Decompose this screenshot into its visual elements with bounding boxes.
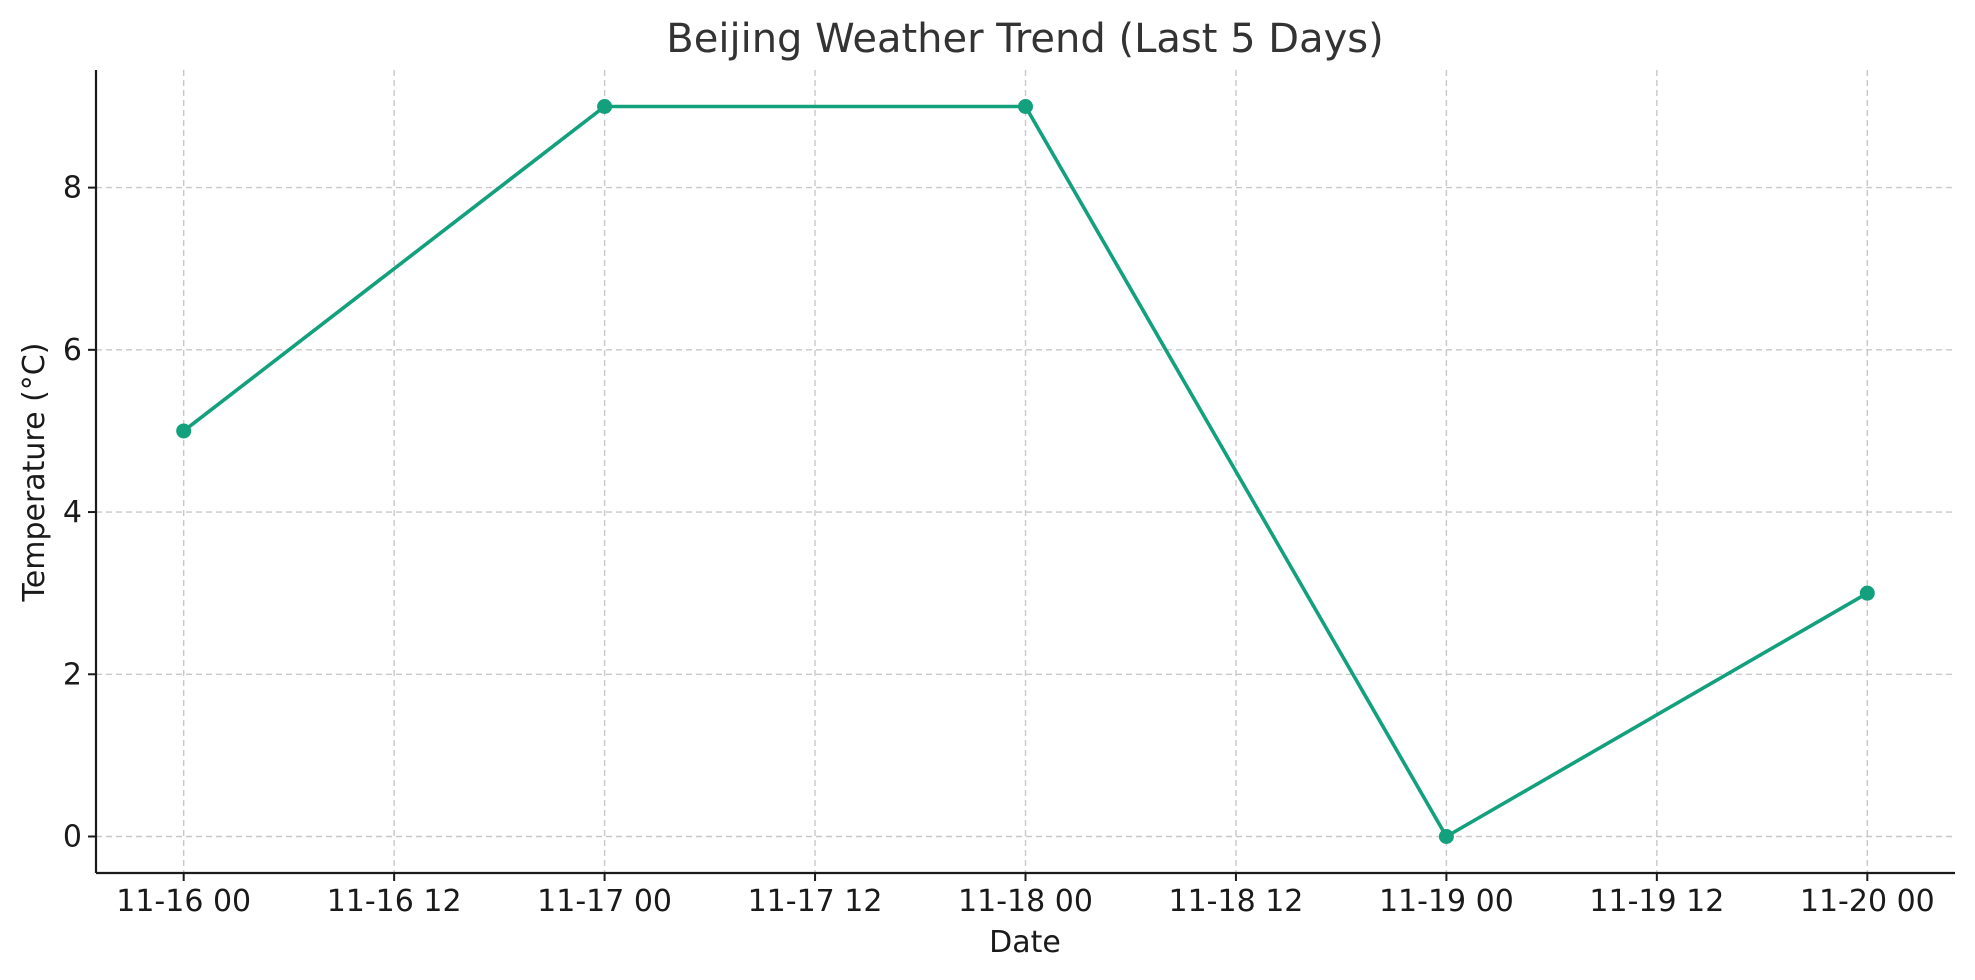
x-tick-label: 11-16 12 <box>327 884 462 919</box>
x-tick-label: 11-18 12 <box>1169 884 1304 919</box>
data-point <box>597 99 613 114</box>
data-point <box>176 423 192 439</box>
data-point <box>1438 829 1454 844</box>
y-tick-label: 0 <box>63 820 82 855</box>
x-tick-label: 11-18 00 <box>958 884 1093 919</box>
y-tick-label: 4 <box>63 495 82 530</box>
chart-title: Beijing Weather Trend (Last 5 Days) <box>666 16 1383 62</box>
x-tick-label: 11-19 00 <box>1379 884 1514 919</box>
data-point <box>1018 99 1033 114</box>
series <box>176 99 1875 844</box>
data-point <box>1859 585 1875 601</box>
grid <box>96 70 1955 873</box>
x-tick-label: 11-19 12 <box>1589 884 1724 919</box>
x-tick-label: 11-20 00 <box>1800 884 1935 919</box>
x-tick-label: 11-17 00 <box>537 884 672 919</box>
y-tick-label: 8 <box>63 171 82 206</box>
x-tick-label: 11-16 00 <box>116 884 251 919</box>
x-axis-label: Date <box>989 925 1061 960</box>
y-tick-label: 6 <box>63 333 82 368</box>
y-tick-label: 2 <box>63 657 82 692</box>
y-axis-label: Temperature (°C) <box>17 343 52 603</box>
x-tick-label: 11-17 12 <box>748 884 883 919</box>
ticks: 11-16 00 11-16 12 11-17 00 11-17 12 11-18 00… <box>63 171 1935 919</box>
